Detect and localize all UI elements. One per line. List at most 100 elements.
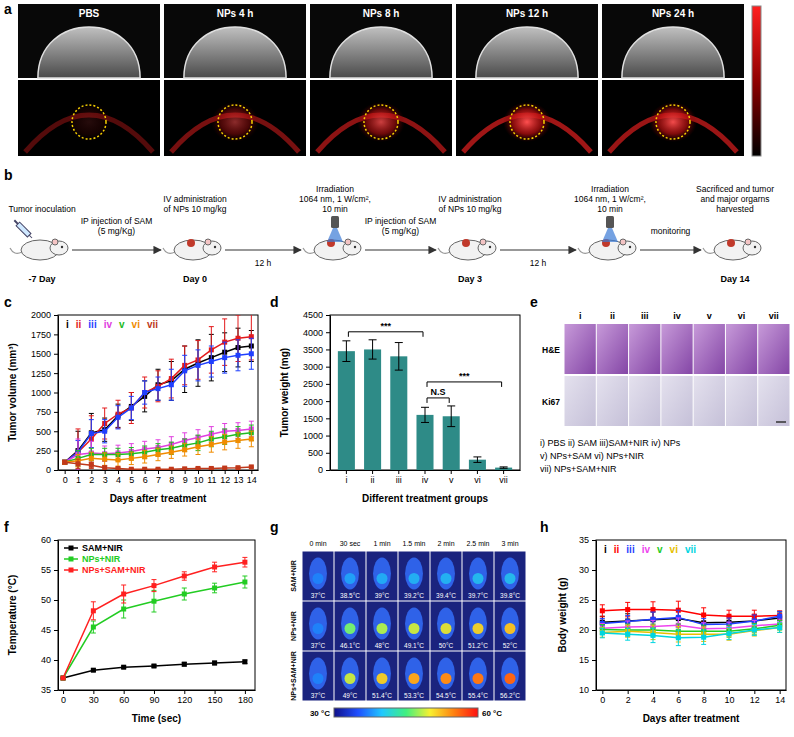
tick-label: 4000 bbox=[303, 328, 323, 338]
mouse-silhouette bbox=[437, 608, 455, 640]
legend-item: SAM+NIR bbox=[64, 543, 123, 553]
error-bar bbox=[182, 588, 187, 600]
tick-mark bbox=[118, 470, 119, 474]
error-bar-cap bbox=[421, 422, 429, 423]
thermal-image: 39.8°C bbox=[495, 552, 526, 601]
error-bar-cap bbox=[500, 466, 508, 467]
ultrasound-image bbox=[18, 4, 160, 78]
error-bar-cap bbox=[182, 392, 187, 393]
bar bbox=[416, 415, 433, 470]
temperature-label: 50°C bbox=[439, 642, 454, 649]
colorbar bbox=[752, 6, 761, 156]
step-text: harvested bbox=[716, 204, 754, 214]
plot-frame bbox=[330, 315, 520, 470]
data-point bbox=[236, 353, 241, 358]
timeline-arrow bbox=[225, 249, 301, 250]
error-bar bbox=[196, 439, 201, 455]
error-bar-cap bbox=[777, 620, 782, 621]
thermal-image: 49°C bbox=[335, 652, 366, 701]
error-bar bbox=[62, 461, 67, 464]
tick-label: 2 bbox=[89, 475, 94, 485]
data-point bbox=[209, 442, 214, 447]
tick-label: 55 bbox=[41, 565, 51, 575]
tick: 10 bbox=[579, 685, 596, 695]
data-point bbox=[102, 429, 107, 434]
error-bar-cap bbox=[651, 628, 656, 629]
column-header: 30 sec bbox=[340, 540, 361, 547]
error-bar bbox=[752, 625, 757, 636]
thermal-image: 46.1°C bbox=[335, 602, 366, 651]
tick-label: 35 bbox=[41, 685, 51, 695]
tick-mark bbox=[54, 393, 58, 394]
error-bar-cap bbox=[91, 601, 96, 602]
error-bar bbox=[212, 661, 217, 665]
error-bar-cap bbox=[169, 458, 174, 459]
tick-label: 0 bbox=[46, 465, 51, 475]
data-point bbox=[752, 628, 757, 633]
error-bar-cap bbox=[625, 621, 630, 622]
error-bar-cap bbox=[727, 618, 732, 619]
step-text: Irradiation bbox=[591, 184, 629, 194]
mouse-tail bbox=[578, 248, 590, 253]
error-bar-cap bbox=[121, 585, 126, 586]
hotspot bbox=[313, 673, 324, 684]
error-bar bbox=[91, 602, 96, 620]
timeline-arrow bbox=[640, 249, 701, 250]
mouse-silhouette bbox=[405, 658, 423, 690]
error-bar-cap bbox=[212, 592, 217, 593]
error-bar bbox=[236, 315, 241, 362]
data-point bbox=[102, 465, 107, 470]
error-bar-cap bbox=[651, 642, 656, 643]
error-bar-cap bbox=[196, 439, 201, 440]
error-bar-cap bbox=[651, 620, 656, 621]
hotspot bbox=[505, 573, 516, 584]
error-bar-cap bbox=[76, 459, 81, 460]
error-bar-cap bbox=[676, 601, 681, 602]
thermal-background bbox=[495, 552, 526, 601]
tick-mark bbox=[451, 470, 452, 474]
y-axis-title: Body weight (g) bbox=[557, 578, 568, 653]
error-bar-cap bbox=[89, 462, 94, 463]
legend-marker bbox=[69, 546, 74, 551]
error-bar bbox=[102, 466, 107, 469]
x-axis-title: Time (sec) bbox=[132, 713, 181, 724]
legend-entry: iii bbox=[626, 544, 635, 555]
column-header: vii bbox=[769, 311, 779, 321]
error-bar-cap bbox=[777, 622, 782, 623]
arrow-label: 12 h bbox=[255, 258, 272, 268]
error-bar-cap bbox=[89, 462, 94, 463]
tick-mark bbox=[54, 660, 58, 661]
data-point bbox=[116, 415, 121, 420]
error-bar bbox=[62, 461, 67, 464]
error-bar-cap bbox=[701, 618, 706, 619]
error-bar-stem bbox=[477, 457, 478, 463]
error-bar-cap bbox=[182, 456, 187, 457]
tick-mark bbox=[78, 470, 79, 474]
temperature-label: 48°C bbox=[375, 642, 390, 649]
tick-label: 11 bbox=[207, 475, 216, 485]
tick: 120 bbox=[177, 690, 192, 705]
tick-mark bbox=[54, 354, 58, 355]
x-axis: 02468101214 bbox=[597, 690, 787, 705]
error-bar-cap bbox=[600, 628, 605, 629]
y-axis-title: Tumor weight (mg) bbox=[279, 348, 290, 437]
error-bar-cap bbox=[129, 396, 134, 397]
tick-mark bbox=[346, 470, 347, 474]
ki67-stain-image bbox=[597, 376, 628, 426]
row-label: SAM+NIR bbox=[290, 560, 297, 592]
temperature-label: 39.2°C bbox=[404, 592, 424, 599]
data-point bbox=[91, 668, 96, 673]
tumor-ultrasound bbox=[622, 27, 724, 78]
error-bar bbox=[129, 396, 134, 419]
tick-label: 6 bbox=[143, 475, 148, 485]
error-bar-cap bbox=[600, 637, 605, 638]
error-bar-cap bbox=[222, 434, 227, 435]
legend-entry: i bbox=[66, 319, 69, 330]
error-bar-cap bbox=[129, 443, 134, 444]
error-bar bbox=[102, 420, 107, 443]
error-bar bbox=[242, 660, 247, 664]
data-point bbox=[222, 355, 227, 360]
error-bar-cap bbox=[196, 339, 201, 340]
temperature-label: 46.1°C bbox=[340, 642, 360, 649]
tick: 35 bbox=[41, 685, 58, 695]
